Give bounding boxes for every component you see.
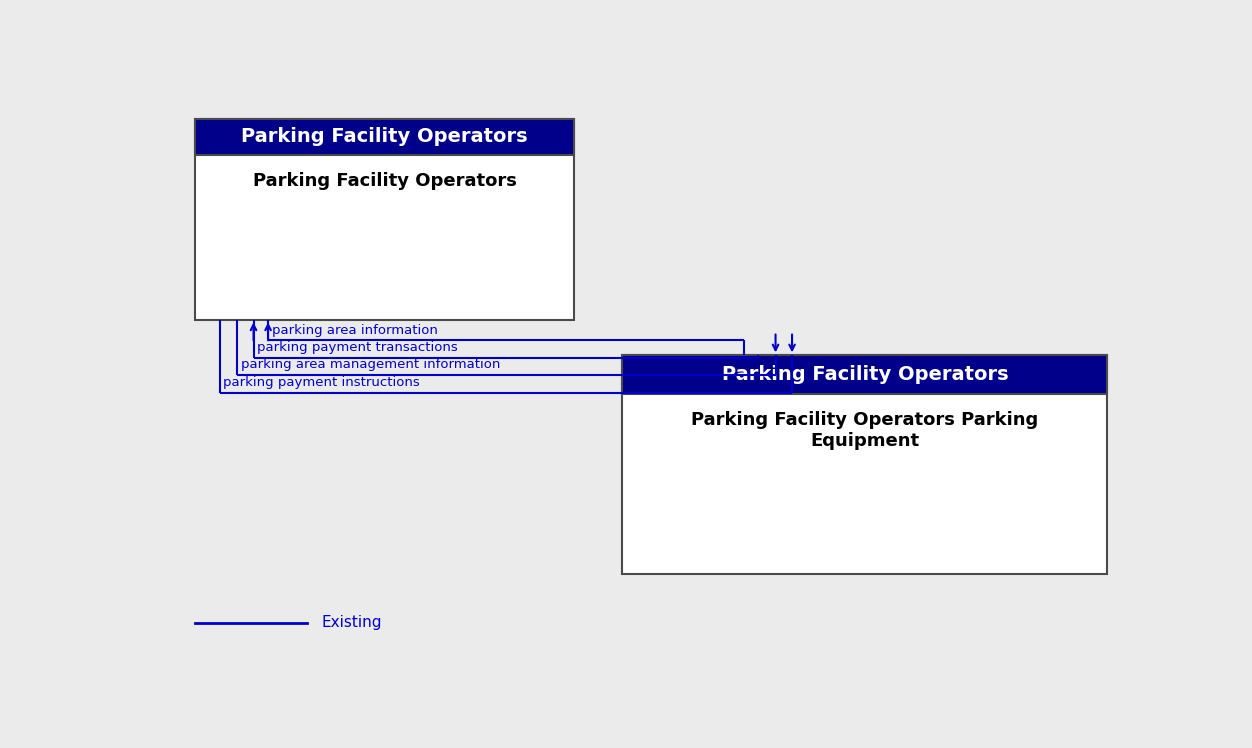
Text: parking area management information: parking area management information: [240, 358, 501, 372]
Text: parking payment transactions: parking payment transactions: [258, 341, 458, 354]
Bar: [195, 119, 573, 320]
Text: parking area information: parking area information: [272, 324, 438, 337]
Text: Existing: Existing: [322, 615, 382, 630]
Text: Parking Facility Operators: Parking Facility Operators: [242, 127, 528, 146]
Bar: [622, 355, 1107, 574]
Text: Parking Facility Operators: Parking Facility Operators: [253, 172, 517, 190]
Bar: [195, 119, 573, 155]
Text: Parking Facility Operators Parking
Equipment: Parking Facility Operators Parking Equip…: [691, 411, 1038, 450]
Text: parking payment instructions: parking payment instructions: [223, 376, 421, 389]
Text: Parking Facility Operators: Parking Facility Operators: [721, 365, 1008, 384]
Bar: [622, 355, 1107, 394]
